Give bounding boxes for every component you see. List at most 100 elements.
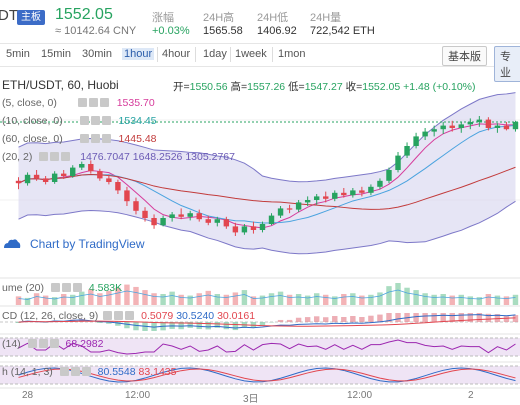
close-icon[interactable] [100,98,109,107]
visibility-icon[interactable] [28,339,37,348]
settings-icon[interactable] [62,283,71,292]
settings-icon[interactable] [50,152,59,161]
candle-body [377,181,382,187]
candle-body [79,164,84,168]
visibility-icon[interactable] [80,116,89,125]
tradingview-watermark[interactable]: Chart by TradingView [2,237,145,251]
candle-body [314,196,319,200]
macd-histogram-bar [314,316,319,322]
candle-body [34,175,39,179]
close-icon[interactable] [61,152,70,161]
volume-bar [133,287,138,305]
volume-label: ume (20) [2,282,44,294]
macd-histogram-bar [206,322,211,329]
volume-bar [124,285,129,305]
chart-title-row: ETH/USDT, 60, Huobi [2,78,119,92]
volume-bar [395,283,400,305]
settings-icon[interactable] [71,367,80,376]
candle-body [16,181,21,183]
open-label: 开= [173,81,190,93]
close-icon[interactable] [73,283,82,292]
macd-histogram-bar [395,313,400,322]
volume-bar [169,292,174,305]
high-label: 高= [231,81,248,93]
visibility-icon[interactable] [60,367,69,376]
volume-bar [260,296,265,305]
candle-body [206,219,211,223]
close-icon[interactable] [102,116,111,125]
volume-bar [70,295,75,305]
ma5-legend: (5, close, 0) 1535.70 [2,97,155,109]
volume-bar [269,293,274,305]
candle-body [440,126,445,130]
candle-body [115,182,120,190]
time-tick: 2 [468,390,474,401]
candle-body [224,219,229,226]
ma10-label: (10, close, 0) [2,115,63,127]
volume-bar [459,295,464,305]
ma60-value: 1445.48 [119,133,157,145]
volume-bar [206,291,211,305]
stoch-label: h (14, 1, 3) [2,366,53,378]
candle-body [305,200,310,202]
candle-body [260,224,265,230]
settings-icon[interactable] [91,116,100,125]
candle-body [197,213,202,219]
volume-bar [368,295,373,305]
candle-body [368,187,373,193]
close-icon[interactable] [125,311,134,320]
ma5-value: 1535.70 [117,97,155,109]
close-icon[interactable] [102,134,111,143]
visibility-icon[interactable] [103,311,112,320]
boll-mid-value: 1476.7047 [80,151,130,163]
candle-body [332,193,337,199]
visibility-icon[interactable] [78,98,87,107]
close-icon[interactable] [50,339,59,348]
volume-bar [305,296,310,305]
settings-icon[interactable] [89,98,98,107]
volume-bar [187,296,192,305]
macd-histogram-bar [413,313,418,322]
candle-body [187,213,192,217]
close-value: 1552.05 [362,81,400,93]
macd-histogram-bar [440,313,445,322]
macd-histogram-bar [233,322,238,330]
volume-bar [332,296,337,305]
candle-body [477,120,482,122]
settings-icon[interactable] [114,311,123,320]
watermark-text: Chart by TradingView [30,237,145,251]
volume-bar [486,294,491,305]
visibility-icon[interactable] [51,283,60,292]
settings-icon[interactable] [91,134,100,143]
volume-bar [233,292,238,305]
candle-body [242,226,247,232]
volume-bar [377,292,382,305]
volume-bar [513,295,518,305]
candle-body [504,126,509,130]
stoch-legend: h (14, 1, 3) 80.5548 83.1435 [2,366,176,378]
macd-histogram-bar [377,315,382,322]
close-icon[interactable] [82,367,91,376]
volume-bar [215,294,220,305]
volume-bar [43,296,48,305]
volume-bar [242,290,247,305]
cloud-icon [2,237,22,249]
ma10-legend: (10, close, 0) 1534.45 [2,115,157,127]
candle-body [278,208,283,215]
candle-body [124,190,129,201]
macd-histogram-bar [124,322,129,328]
volume-bar [34,293,39,305]
visibility-icon[interactable] [39,152,48,161]
macd-value: 30.5240 [176,310,214,322]
candle-body [323,196,328,198]
macd-hist-value: 0.5079 [141,310,173,322]
settings-icon[interactable] [39,339,48,348]
open-value: 1550.56 [190,81,228,93]
stoch-d-value: 83.1435 [139,366,177,378]
macd-histogram-bar [350,316,355,322]
macd-histogram-bar [341,317,346,322]
candle-body [151,218,156,225]
volume-bar [16,296,21,305]
candle-body [169,214,174,218]
visibility-icon[interactable] [80,134,89,143]
